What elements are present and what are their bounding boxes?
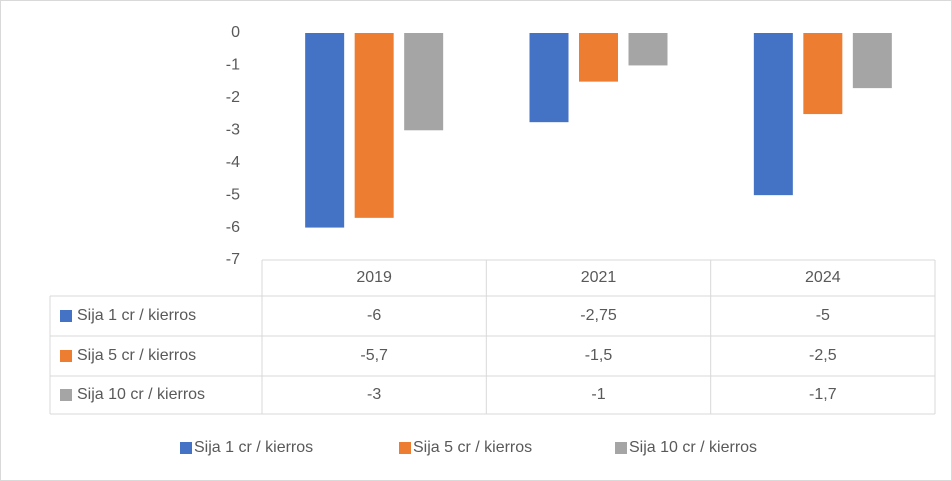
table-cell: -3 <box>367 386 381 403</box>
table-row-label: Sija 1 cr / kierros <box>77 307 196 324</box>
y-tick-label: -7 <box>226 251 240 268</box>
bar <box>404 33 444 131</box>
table-row-label: Sija 5 cr / kierros <box>77 347 196 364</box>
table-legend-key <box>60 310 72 322</box>
bar <box>579 33 618 82</box>
x-tick-label: 2021 <box>581 269 617 286</box>
bar <box>628 33 668 66</box>
legend-key <box>615 442 627 454</box>
y-tick-label: -2 <box>226 89 240 106</box>
x-tick-label: 2024 <box>805 269 841 286</box>
table-cell: -5,7 <box>360 347 388 364</box>
table-cell: -1 <box>591 386 605 403</box>
table-legend-key <box>60 350 72 362</box>
y-tick-label: 0 <box>231 24 240 41</box>
table-row-label: Sija 10 cr / kierros <box>77 386 205 403</box>
legend-label: Sija 1 cr / kierros <box>194 439 313 456</box>
legend-label: Sija 10 cr / kierros <box>629 439 757 456</box>
table-cell: -1,5 <box>585 347 613 364</box>
legend-key <box>180 442 192 454</box>
bar <box>803 33 843 115</box>
legend-key <box>399 442 411 454</box>
table-cell: -1,7 <box>809 386 837 403</box>
table-cell: -2,75 <box>580 307 617 324</box>
y-tick-label: -4 <box>226 154 240 171</box>
table-cell: -6 <box>367 307 381 324</box>
bar <box>354 33 394 218</box>
bar <box>852 33 892 89</box>
y-tick-label: -1 <box>226 57 240 74</box>
bar <box>753 33 793 196</box>
y-tick-label: -5 <box>226 186 240 203</box>
y-tick-label: -3 <box>226 122 240 139</box>
x-tick-label: 2019 <box>356 269 392 286</box>
table-legend-key <box>60 389 72 401</box>
bar <box>529 33 569 123</box>
y-tick-label: -6 <box>226 219 240 236</box>
legend-label: Sija 5 cr / kierros <box>413 439 532 456</box>
table-cell: -2,5 <box>809 347 837 364</box>
table-cell: -5 <box>816 307 830 324</box>
bar <box>305 33 345 228</box>
